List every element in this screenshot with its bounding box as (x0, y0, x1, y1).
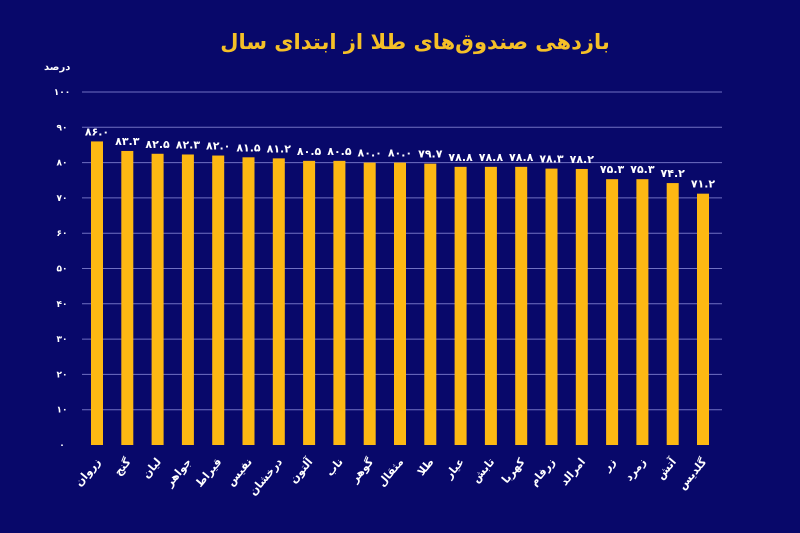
data-label: ۸۶.۰ (85, 125, 109, 138)
data-label: ۷۸.۸ (509, 151, 534, 164)
bar (272, 158, 285, 445)
x-tick-label: کهربا (499, 455, 528, 486)
data-label: ۸۲.۰ (206, 140, 230, 153)
bar (424, 163, 437, 445)
y-tick-label: ۲۰ (57, 370, 68, 380)
x-tick-label: زمرد (622, 456, 648, 484)
data-label: ۷۹.۷ (418, 148, 443, 161)
x-tick-label: نفیس (224, 456, 255, 489)
x-tick-label: جواهر (162, 456, 194, 490)
data-label: ۸۲.۳ (176, 138, 201, 151)
data-label: ۷۵.۳ (600, 163, 625, 176)
bar (454, 166, 467, 445)
y-tick-label: ۰ (59, 441, 65, 451)
data-label: ۸۱.۲ (267, 142, 292, 155)
bar (333, 160, 346, 445)
x-tick-label: زروان (72, 456, 103, 489)
data-label: ۸۰.۵ (297, 145, 322, 158)
data-label: ۸۰.۰ (388, 147, 412, 160)
y-tick-label: ۹۰ (57, 123, 68, 133)
x-tick-label: لیان (140, 456, 164, 481)
y-tick-label: ۷۰ (57, 194, 68, 204)
y-axis-label: درصد (44, 62, 71, 73)
data-label: ۷۸.۸ (448, 151, 473, 164)
data-label: ۸۰.۵ (327, 145, 352, 158)
data-label: ۸۲.۵ (145, 138, 170, 151)
x-tick-label: قیراط (193, 456, 225, 490)
bar (151, 153, 164, 445)
y-tick-label: ۳۰ (57, 335, 68, 345)
data-label: ۸۳.۳ (115, 135, 140, 148)
bar (212, 155, 225, 446)
y-tick-label: ۱۰۰ (54, 88, 70, 98)
bar (484, 166, 497, 445)
x-tick-label: عیار (442, 456, 467, 482)
bar (181, 154, 194, 445)
x-tick-label: گلدیس (676, 455, 710, 492)
x-tick-label: طلا (415, 456, 437, 479)
bar (515, 166, 528, 445)
bar (91, 141, 103, 446)
bar (575, 168, 588, 446)
x-tick-label: گوهر (348, 455, 377, 486)
y-tick-label: ۸۰ (57, 159, 68, 169)
x-tick-label: تابش (469, 456, 497, 486)
x-tick-label: آتش (653, 455, 679, 482)
y-tick-label: ۴۰ (57, 300, 68, 310)
data-label: ۷۴.۲ (661, 167, 686, 180)
bar (303, 160, 316, 445)
bar (666, 183, 679, 445)
data-label: ۸۱.۵ (236, 141, 261, 154)
y-tick-label: ۶۰ (57, 229, 68, 239)
data-label: ۸۰.۰ (358, 147, 382, 160)
x-tick-label: آلتون (286, 455, 315, 486)
bar (121, 150, 134, 446)
bar (363, 162, 376, 445)
x-tick-label: گنج (112, 455, 134, 478)
x-tick-label: مثقال (375, 456, 406, 490)
data-label: ۷۸.۳ (539, 153, 564, 166)
bar (545, 168, 558, 445)
bar (606, 179, 619, 446)
bar (697, 193, 709, 445)
chart-title: بازدهی صندوق‌های طلا از ابتدای سال (220, 30, 610, 54)
y-tick-label: ۵۰ (57, 265, 68, 275)
data-label: ۷۱.۲ (691, 178, 716, 191)
x-tick-label: زر (600, 456, 619, 475)
bar (242, 157, 255, 445)
data-label: ۷۵.۳ (630, 163, 655, 176)
bar (636, 179, 649, 446)
x-tick-label: زرفام (527, 456, 558, 489)
x-tick-label: درخشان (246, 455, 285, 498)
data-label: ۷۸.۸ (479, 151, 504, 164)
x-tick-label: امرالد (558, 456, 588, 489)
x-tick-label: ناب (323, 456, 345, 479)
y-tick-label: ۱۰ (57, 406, 68, 416)
data-label: ۷۸.۲ (570, 153, 595, 166)
bar (394, 162, 406, 445)
